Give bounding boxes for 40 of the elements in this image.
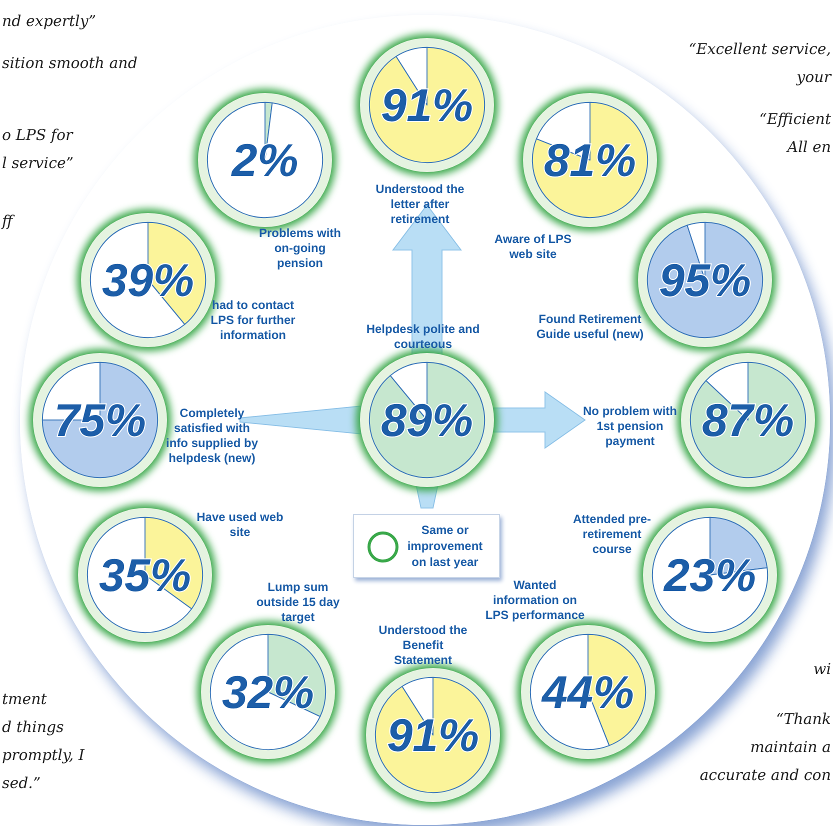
text: 87%	[702, 394, 794, 446]
text: “Excellent service,	[688, 40, 831, 58]
text: Found Retirement Guide useful (new)	[535, 312, 645, 342]
text: d things	[2, 718, 64, 736]
text: promptly, I	[2, 746, 84, 764]
text: 23%	[662, 549, 756, 601]
chart-title: Wanted information on LPS performance	[484, 578, 586, 623]
text: 91%	[386, 709, 480, 761]
chart-title: Lump sum outside 15 day target	[255, 580, 341, 625]
text: Problems with on-going pension	[258, 226, 342, 271]
text: tment	[2, 690, 47, 708]
text: Attended pre-retirement course	[572, 512, 652, 557]
text: had to contact LPS for further information	[210, 298, 296, 343]
text: All en	[787, 138, 831, 156]
text: Understood the letter after retirement	[374, 182, 466, 227]
text: 81%	[544, 134, 636, 186]
text: nd expertly”	[2, 12, 96, 30]
text: l service”	[2, 154, 74, 172]
text: No problem with 1st pension payment	[582, 404, 678, 449]
text: accurate and con	[700, 766, 831, 784]
text: “Thank	[776, 710, 831, 728]
text: Aware of LPS web site	[493, 232, 573, 262]
text: 91%	[380, 79, 474, 131]
text: sition smooth and	[2, 54, 138, 72]
text: o LPS for	[2, 126, 73, 144]
text: wi	[813, 660, 831, 678]
text: “Efficient	[759, 110, 831, 128]
text: maintain a	[750, 738, 831, 756]
chart-title: Helpdesk polite and courteous	[365, 322, 481, 352]
text: 95%	[658, 254, 752, 306]
text: ff	[2, 212, 13, 230]
text: sed.”	[2, 774, 41, 792]
text: Same or improvement on last year	[406, 522, 484, 570]
chart-title: Understood the Benefit Statement	[378, 623, 468, 668]
text: your	[796, 68, 831, 86]
text: Have used web site	[196, 510, 284, 540]
text: 2%	[230, 134, 298, 186]
text: 89%	[380, 394, 474, 446]
text: Completely satisfied with info supplied by helpdesk (new)	[165, 406, 259, 466]
text: 75%	[54, 394, 146, 446]
